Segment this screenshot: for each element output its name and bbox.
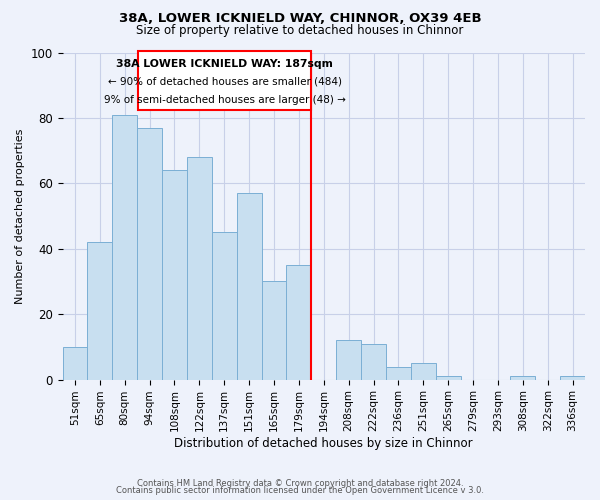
Title: 38A, LOWER ICKNIELD WAY, CHINNOR, OX39 4EB
Size of property relative to detached: 38A, LOWER ICKNIELD WAY, CHINNOR, OX39 4…: [0, 499, 1, 500]
Bar: [187, 157, 212, 380]
Bar: [386, 366, 411, 380]
Bar: [411, 363, 436, 380]
Bar: [137, 128, 162, 380]
Bar: [336, 340, 361, 380]
Text: Size of property relative to detached houses in Chinnor: Size of property relative to detached ho…: [136, 24, 464, 37]
Text: ← 90% of detached houses are smaller (484): ← 90% of detached houses are smaller (48…: [107, 77, 341, 87]
Text: Contains HM Land Registry data © Crown copyright and database right 2024.: Contains HM Land Registry data © Crown c…: [137, 478, 463, 488]
X-axis label: Distribution of detached houses by size in Chinnor: Distribution of detached houses by size …: [175, 437, 473, 450]
Bar: [62, 347, 88, 380]
FancyBboxPatch shape: [139, 51, 311, 110]
Bar: [212, 232, 236, 380]
Text: 9% of semi-detached houses are larger (48) →: 9% of semi-detached houses are larger (4…: [104, 95, 346, 105]
Bar: [236, 193, 262, 380]
Bar: [286, 265, 311, 380]
Bar: [436, 376, 461, 380]
Bar: [262, 282, 286, 380]
Bar: [361, 344, 386, 380]
Text: 38A, LOWER ICKNIELD WAY, CHINNOR, OX39 4EB: 38A, LOWER ICKNIELD WAY, CHINNOR, OX39 4…: [119, 12, 481, 26]
Bar: [88, 242, 112, 380]
Bar: [112, 114, 137, 380]
Bar: [162, 170, 187, 380]
Text: Contains public sector information licensed under the Open Government Licence v : Contains public sector information licen…: [116, 486, 484, 495]
Text: 38A LOWER ICKNIELD WAY: 187sqm: 38A LOWER ICKNIELD WAY: 187sqm: [116, 59, 333, 69]
Bar: [560, 376, 585, 380]
Y-axis label: Number of detached properties: Number of detached properties: [15, 128, 25, 304]
Bar: [511, 376, 535, 380]
